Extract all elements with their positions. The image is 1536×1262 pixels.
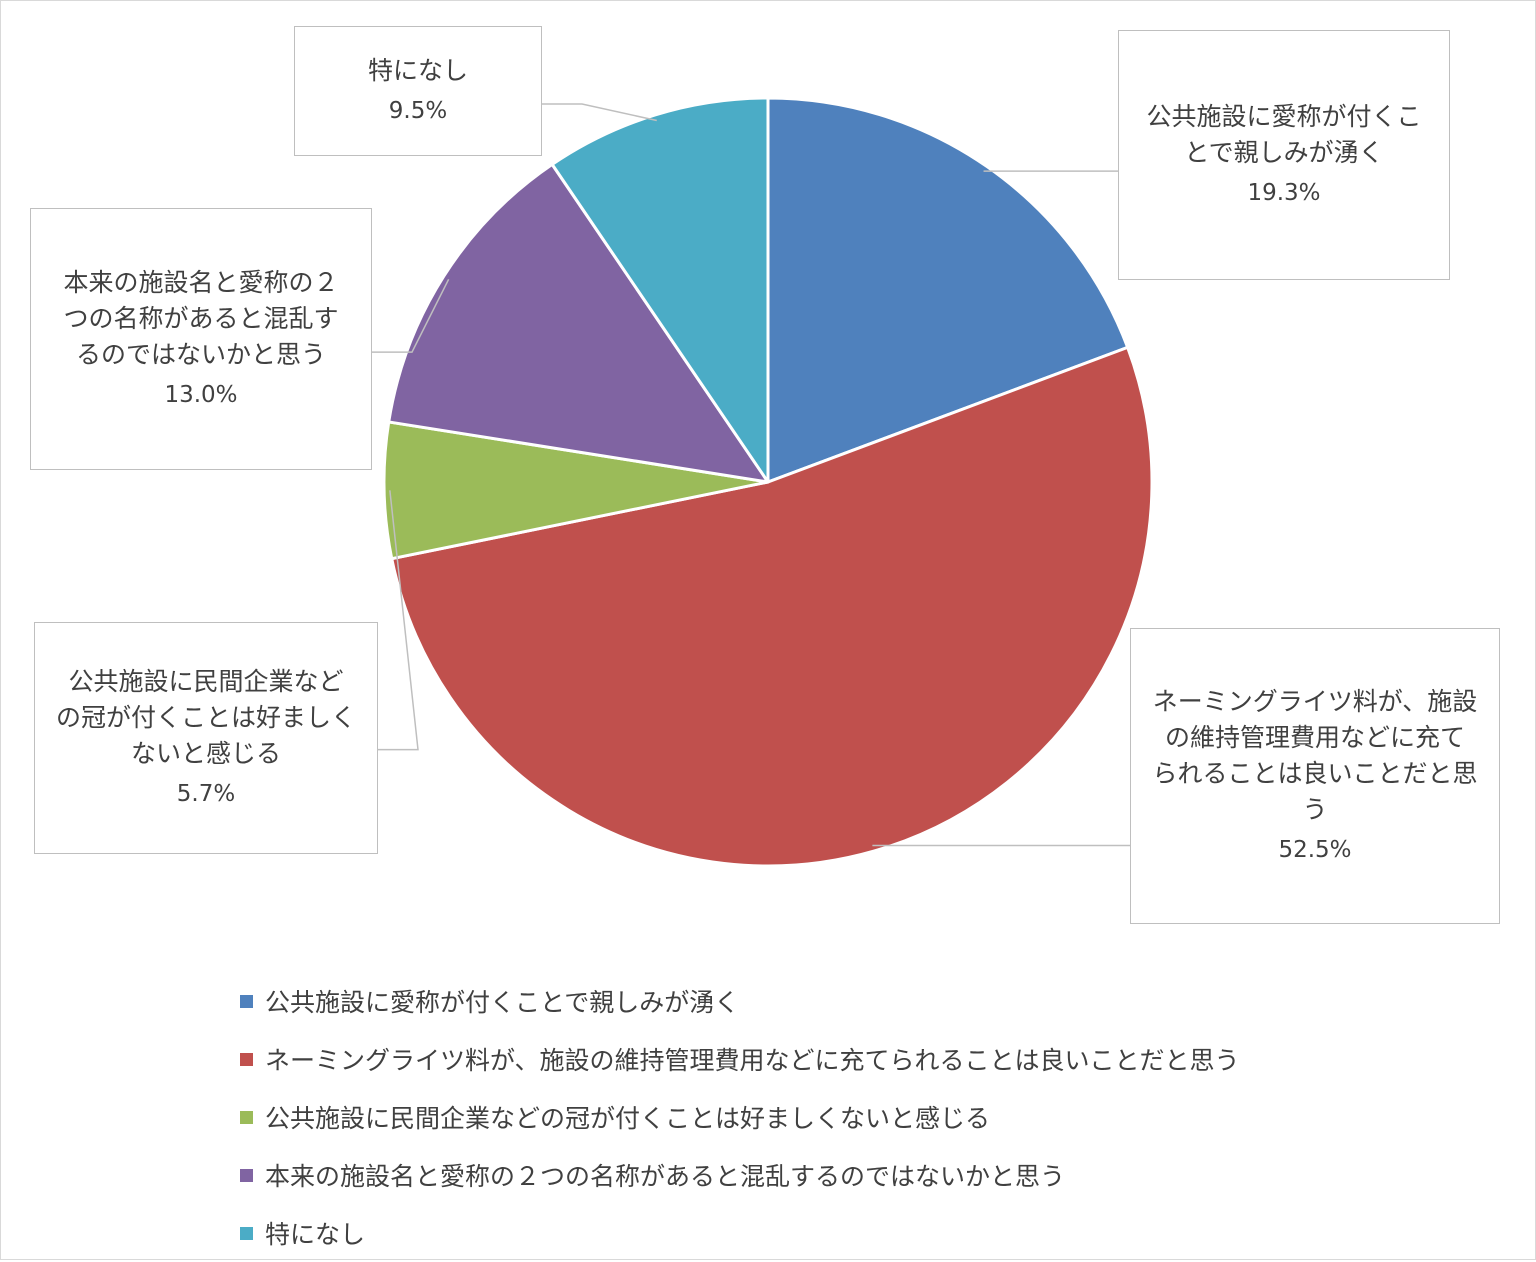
legend-label: 公共施設に愛称が付くことで親しみが湧く [265, 988, 740, 1017]
legend-label: 本来の施設名と愛称の２つの名称があると混乱するのではないかと思う [265, 1162, 1066, 1191]
legend-swatch [240, 1168, 253, 1182]
data-label-1: ネーミングライツ料が、施設 の維持管理費用などに充て られることは良いことだと思… [1130, 628, 1500, 924]
data-label-category: 公共施設に愛称が付くこ とで親しみが湧く [1146, 102, 1422, 167]
legend-swatch [240, 1226, 253, 1240]
data-label-value: 52.5% [1278, 837, 1352, 863]
data-label-0: 公共施設に愛称が付くこ とで親しみが湧く 19.3% [1118, 30, 1450, 280]
legend-label: 特になし [265, 1220, 366, 1249]
legend-item: 本来の施設名と愛称の２つの名称があると混乱するのではないかと思う [240, 1146, 1240, 1204]
leader-line-4 [542, 103, 657, 122]
legend-swatch [240, 1052, 253, 1066]
data-label-category: 本来の施設名と愛称の２ つの名称があると混乱す るのではないかと思う [63, 268, 339, 369]
leader-line-3 [372, 278, 450, 353]
legend-item: ネーミングライツ料が、施設の維持管理費用などに充てられることは良いことだと思う [240, 1030, 1240, 1088]
data-label-category: ネーミングライツ料が、施設 の維持管理費用などに充て られることは良いことだと思… [1152, 687, 1478, 824]
data-label-value: 19.3% [1247, 180, 1321, 206]
leader-lines [372, 103, 1130, 847]
pie-slice-0 [766, 96, 1130, 484]
legend-swatch [240, 1110, 253, 1124]
legend-item: 公共施設に民間企業などの冠が付くことは好ましくないと感じる [240, 1088, 1240, 1146]
leader-line-2 [378, 490, 419, 751]
data-label-2: 公共施設に民間企業など の冠が付くことは好ましく ないと感じる 5.7% [34, 622, 378, 854]
pie-slice-2 [382, 420, 770, 561]
pie-slice-1 [390, 345, 1154, 868]
data-label-category: 公共施設に民間企業など の冠が付くことは好ましく ないと感じる [55, 667, 356, 768]
pie-slice-3 [387, 162, 770, 484]
data-label-category: 特になし [367, 56, 468, 85]
data-label-4: 特になし 9.5% [294, 26, 542, 156]
legend-swatch [240, 994, 253, 1008]
data-label-3: 本来の施設名と愛称の２ つの名称があると混乱す るのではないかと思う 13.0% [30, 208, 372, 470]
pie-slice-4 [550, 96, 770, 484]
pie-slices [382, 96, 1154, 868]
legend-item: 公共施設に愛称が付くことで親しみが湧く [240, 972, 1240, 1030]
legend-label: ネーミングライツ料が、施設の維持管理費用などに充てられることは良いことだと思う [265, 1046, 1240, 1075]
data-label-value: 9.5% [388, 98, 448, 124]
legend: 公共施設に愛称が付くことで親しみが湧く ネーミングライツ料が、施設の維持管理費用… [240, 972, 1240, 1262]
data-label-value: 5.7% [176, 781, 236, 807]
data-label-value: 13.0% [164, 382, 238, 408]
legend-label: 公共施設に民間企業などの冠が付くことは好ましくないと感じる [265, 1104, 991, 1133]
legend-item: 特になし [240, 1204, 1240, 1262]
